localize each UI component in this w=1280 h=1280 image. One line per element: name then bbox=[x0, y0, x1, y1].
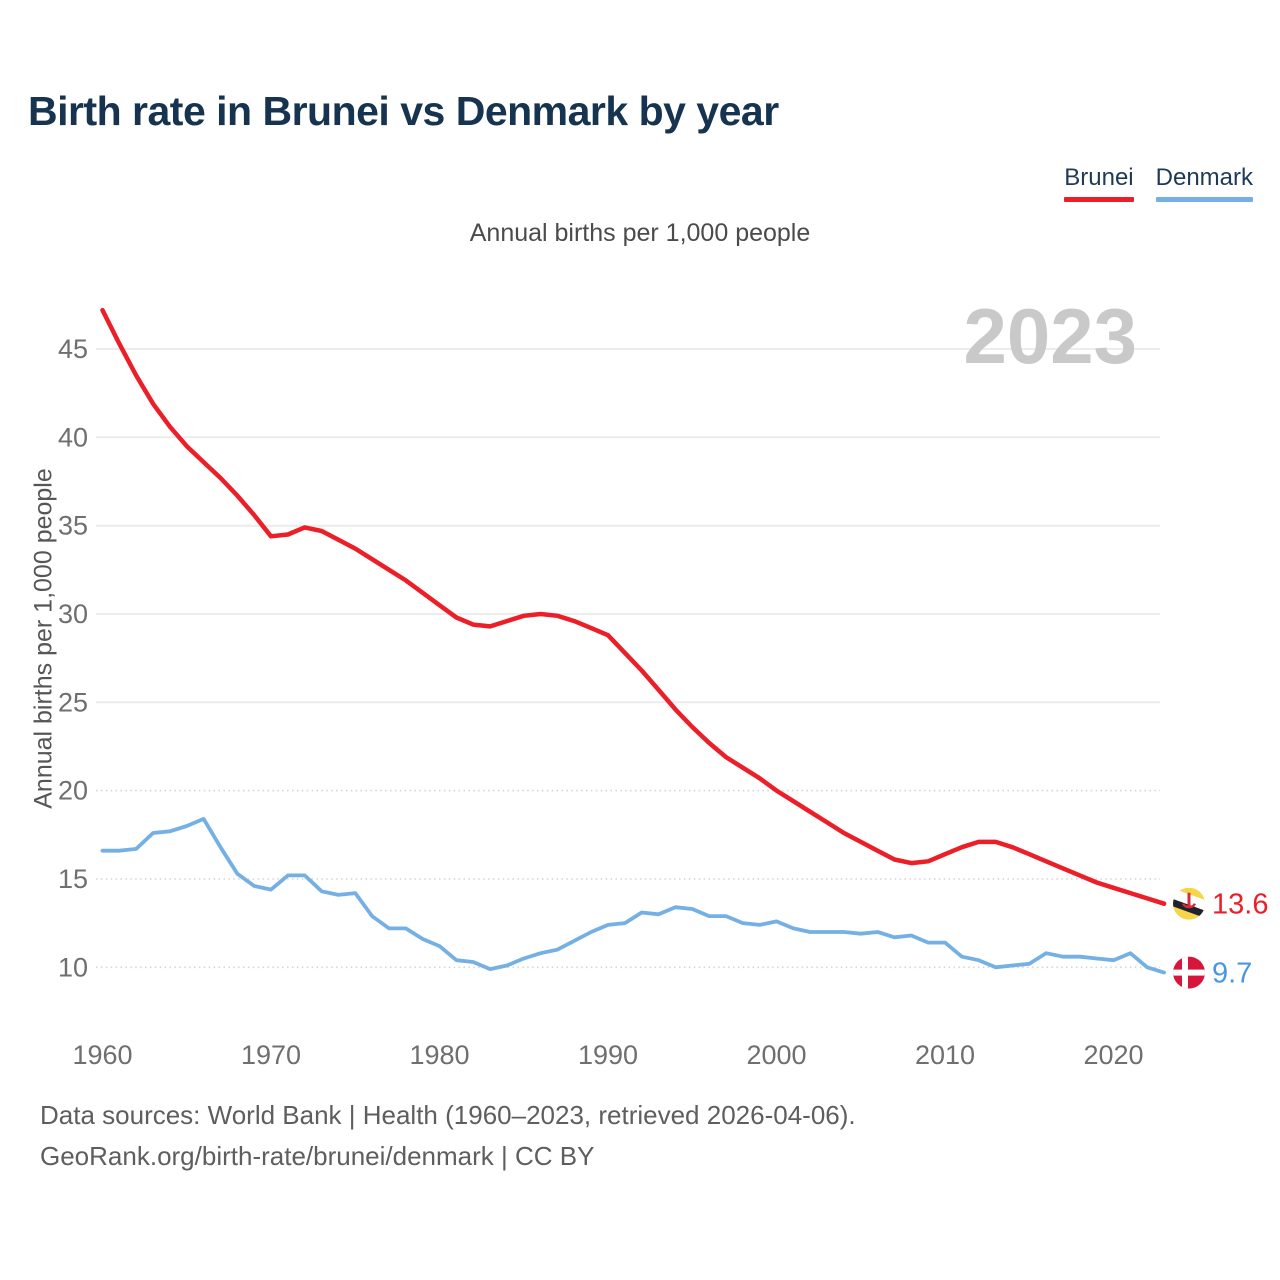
y-tick-10: 10 bbox=[58, 952, 88, 982]
watermark-year: 2023 bbox=[963, 292, 1137, 380]
y-tick-20: 20 bbox=[58, 776, 88, 806]
x-tick-1990: 1990 bbox=[578, 1040, 638, 1070]
y-tick-35: 35 bbox=[58, 511, 88, 541]
series-end-markers: 13.6 9.7 bbox=[1173, 887, 1268, 990]
x-tick-1960: 1960 bbox=[72, 1040, 132, 1070]
x-tick-2000: 2000 bbox=[746, 1040, 806, 1070]
gridlines bbox=[96, 348, 1160, 969]
x-tick-2010: 2010 bbox=[915, 1040, 975, 1070]
brunei-line bbox=[100, 307, 1167, 906]
legend-item-brunei[interactable]: Brunei bbox=[1064, 164, 1134, 202]
y-tick-30: 30 bbox=[58, 599, 88, 629]
y-tick-15: 15 bbox=[58, 864, 88, 894]
legend-color-bar-brunei bbox=[1064, 197, 1134, 202]
footer-sources: Data sources: World Bank | Health (1960–… bbox=[40, 1100, 856, 1130]
brunei-end-value: 13.6 bbox=[1212, 889, 1268, 921]
chart-subtitle: Annual births per 1,000 people bbox=[469, 219, 811, 247]
denmark-flag-icon bbox=[1173, 956, 1205, 989]
legend-color-bar-denmark bbox=[1155, 197, 1253, 202]
x-tick-2020: 2020 bbox=[1083, 1040, 1143, 1070]
y-tick-45: 45 bbox=[58, 334, 88, 364]
x-tick-1980: 1980 bbox=[409, 1040, 469, 1070]
denmark-end-value: 9.7 bbox=[1212, 958, 1252, 990]
footer: Data sources: World Bank | Health (1960–… bbox=[40, 1095, 856, 1177]
legend-item-denmark[interactable]: Denmark bbox=[1155, 164, 1253, 202]
denmark-line bbox=[100, 817, 1166, 975]
y-tick-40: 40 bbox=[58, 422, 88, 452]
legend-label-brunei: Brunei bbox=[1064, 164, 1134, 191]
legend-label-denmark: Denmark bbox=[1155, 164, 1253, 191]
y-tick-25: 25 bbox=[58, 687, 88, 717]
footer-attribution: GeoRank.org/birth-rate/brunei/denmark | … bbox=[40, 1141, 595, 1171]
axis-ticks: 10 15 20 25 30 35 40 45 1960 1970 1980 1990 2000 2010… bbox=[58, 334, 1144, 1070]
data-series bbox=[100, 307, 1167, 975]
x-tick-1970: 1970 bbox=[241, 1040, 301, 1070]
legend: Brunei Denmark bbox=[1064, 164, 1253, 202]
chart-title: Birth rate in Brunei vs Denmark by year bbox=[28, 88, 779, 134]
brunei-flag-icon bbox=[1173, 887, 1205, 920]
